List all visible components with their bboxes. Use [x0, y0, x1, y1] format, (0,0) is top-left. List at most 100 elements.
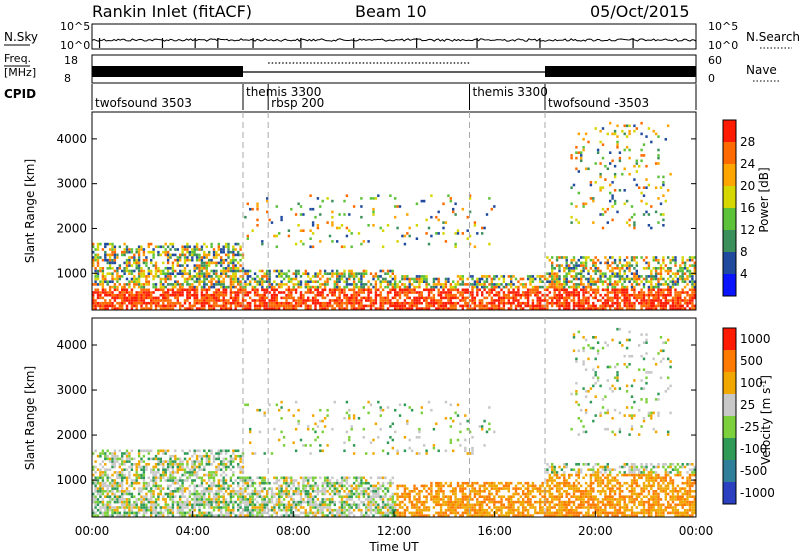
heatmap-cell	[427, 304, 431, 308]
heatmap-cell	[343, 417, 346, 420]
heatmap-cell	[413, 304, 416, 308]
heatmap-cell	[601, 283, 605, 286]
heatmap-cell	[599, 189, 602, 192]
heatmap-cell	[215, 291, 218, 294]
heatmap-cell	[162, 291, 165, 294]
heatmap-cell	[681, 261, 684, 265]
heatmap-cell	[130, 492, 134, 496]
heatmap-cell	[427, 226, 431, 230]
heatmap-cell	[654, 132, 658, 136]
heatmap-cell	[121, 476, 124, 480]
heatmap-cell	[671, 301, 675, 305]
heatmap-cell	[261, 275, 264, 278]
heatmap-cell	[401, 301, 404, 305]
heatmap-cell	[529, 291, 532, 294]
heatmap-cell	[563, 269, 566, 273]
heatmap-cell	[374, 197, 378, 200]
heatmap-cell	[599, 213, 602, 216]
heatmap-cell	[208, 492, 211, 496]
heatmap-cell	[154, 463, 158, 466]
heatmap-cell	[108, 285, 112, 289]
heatmap-cell	[292, 481, 295, 485]
heatmap-cell	[195, 514, 199, 517]
heatmap-cell	[297, 296, 300, 300]
heatmap-cell	[210, 275, 213, 278]
heatmap-cell	[468, 299, 472, 302]
heatmap-cell	[99, 487, 102, 490]
heatmap-cell	[266, 275, 269, 278]
heatmap-cell	[101, 452, 105, 455]
heatmap-cell	[679, 299, 682, 302]
heatmap-cell	[584, 291, 588, 294]
heatmap-cell	[94, 301, 97, 305]
heatmap-cell	[280, 400, 283, 404]
heatmap-cell	[251, 452, 254, 455]
heatmap-cell	[181, 479, 184, 482]
heatmap-cell	[118, 275, 121, 278]
heatmap-cell	[418, 283, 421, 286]
heatmap-cell	[249, 291, 252, 294]
heatmap-cell	[193, 479, 196, 482]
heatmap-cell	[408, 234, 411, 238]
heatmap-cell	[681, 299, 684, 302]
heatmap-cell	[297, 481, 300, 485]
heatmap-cell	[188, 293, 191, 297]
heatmap-cell	[659, 275, 663, 278]
heatmap-cell	[302, 293, 305, 297]
heatmap-cell	[135, 307, 138, 310]
heatmap-cell	[125, 514, 129, 517]
heatmap-cell	[174, 495, 177, 498]
heatmap-cell	[224, 301, 228, 305]
heatmap-cell	[381, 277, 385, 281]
heatmap-cell	[118, 293, 121, 297]
heatmap-cell	[321, 275, 324, 278]
heatmap-cell	[314, 484, 317, 488]
heatmap-cell	[625, 124, 629, 128]
heatmap-cell	[468, 194, 472, 197]
heatmap-cell	[186, 465, 189, 469]
heatmap-cell	[635, 269, 638, 273]
heatmap-cell	[640, 291, 643, 294]
heatmap-cell	[159, 492, 162, 496]
heatmap-cell	[104, 280, 107, 283]
heatmap-cell	[94, 275, 97, 278]
heatmap-cell	[309, 285, 312, 289]
heatmap-cell	[495, 283, 498, 286]
heatmap-cell	[420, 199, 423, 203]
heatmap-cell	[123, 248, 126, 251]
heatmap-cell	[220, 250, 223, 254]
heatmap-cell	[442, 288, 445, 292]
heatmap-cell	[621, 307, 624, 310]
heatmap-cell	[125, 460, 129, 463]
heatmap-cell	[133, 296, 136, 300]
heatmap-cell	[331, 511, 334, 515]
heatmap-cell	[145, 481, 148, 485]
heatmap-cell	[374, 299, 378, 302]
heatmap-cell	[343, 213, 346, 216]
heatmap-cell	[555, 256, 559, 259]
heatmap-cell	[604, 164, 607, 168]
heatmap-cell	[642, 186, 646, 189]
heatmap-cell	[130, 250, 134, 254]
heatmap-cell	[150, 301, 153, 305]
heatmap-cell	[285, 492, 288, 496]
heatmap-cell	[195, 490, 199, 493]
heatmap-cell	[111, 267, 114, 270]
heatmap-cell	[186, 299, 189, 302]
heatmap-cell	[210, 476, 213, 480]
heatmap-cell	[150, 490, 153, 493]
heatmap-cell	[389, 194, 392, 197]
heatmap-cell	[299, 275, 303, 278]
heatmap-cell	[249, 280, 252, 283]
heatmap-cell	[222, 506, 225, 509]
heatmap-cell	[123, 301, 126, 305]
heatmap-cell	[449, 296, 452, 300]
heatmap-cell	[186, 242, 189, 246]
heatmap-cell	[273, 495, 276, 498]
heatmap-cell	[106, 473, 109, 477]
heatmap-cell	[251, 514, 254, 517]
heatmap-cell	[592, 258, 595, 262]
heatmap-cell	[502, 301, 506, 305]
heatmap-cell	[186, 296, 189, 300]
heatmap-cell	[449, 301, 452, 305]
